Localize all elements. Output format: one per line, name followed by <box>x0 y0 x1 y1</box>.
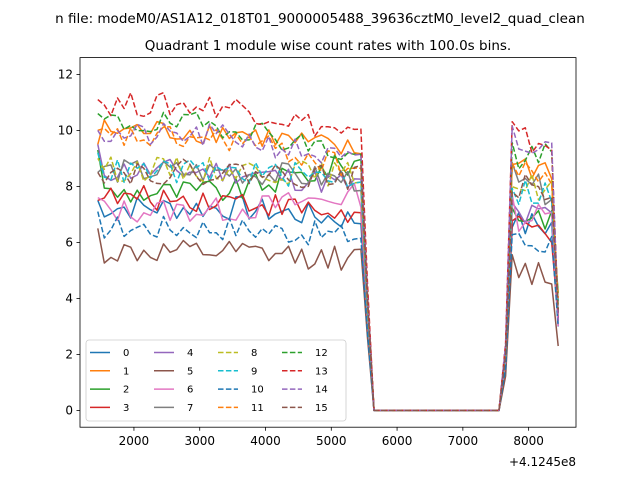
x-tick-label-5000: 5000 <box>316 434 347 448</box>
y-tick-label-8: 8 <box>65 180 73 194</box>
x-offset-label: +4.1245e8 <box>509 455 576 469</box>
series-line-14 <box>97 122 559 412</box>
legend-label-4: 4 <box>187 348 193 359</box>
legend-label-5: 5 <box>187 366 193 377</box>
x-tick-label-8000: 8000 <box>513 434 544 448</box>
legend-box <box>85 339 347 422</box>
y-tick-label-10: 10 <box>58 124 73 138</box>
chart-title: Quadrant 1 module wise count rates with … <box>145 38 511 54</box>
legend-label-1: 1 <box>123 366 129 377</box>
x-tick-label-2000: 2000 <box>119 434 150 448</box>
legend-label-3: 3 <box>123 403 129 414</box>
legend-label-8: 8 <box>251 348 257 359</box>
series-line-15 <box>97 158 559 412</box>
series-group <box>97 91 559 412</box>
legend-label-13: 13 <box>315 366 328 377</box>
x-tick-label-3000: 3000 <box>184 434 215 448</box>
x-tick-label-4000: 4000 <box>250 434 281 448</box>
x-tick-label-7000: 7000 <box>448 434 479 448</box>
figure-suptitle: n file: modeM0/AS1A12_018T01_9000005488_… <box>55 11 585 27</box>
legend-label-14: 14 <box>315 385 328 396</box>
legend-label-9: 9 <box>251 366 257 377</box>
y-tick-label-0: 0 <box>65 404 73 418</box>
legend-label-0: 0 <box>123 348 129 359</box>
legend-label-15: 15 <box>315 403 328 414</box>
y-tick-label-2: 2 <box>65 348 73 362</box>
legend-label-11: 11 <box>251 403 264 414</box>
y-tick-label-6: 6 <box>65 236 73 250</box>
y-tick-label-12: 12 <box>58 68 73 82</box>
series-line-13 <box>97 91 559 412</box>
y-tick-label-4: 4 <box>65 292 73 306</box>
legend-label-12: 12 <box>315 348 328 359</box>
legend-label-7: 7 <box>187 403 193 414</box>
legend-label-2: 2 <box>123 385 129 396</box>
x-tick-label-6000: 6000 <box>382 434 413 448</box>
legend-label-6: 6 <box>187 385 193 396</box>
legend-label-10: 10 <box>251 385 264 396</box>
